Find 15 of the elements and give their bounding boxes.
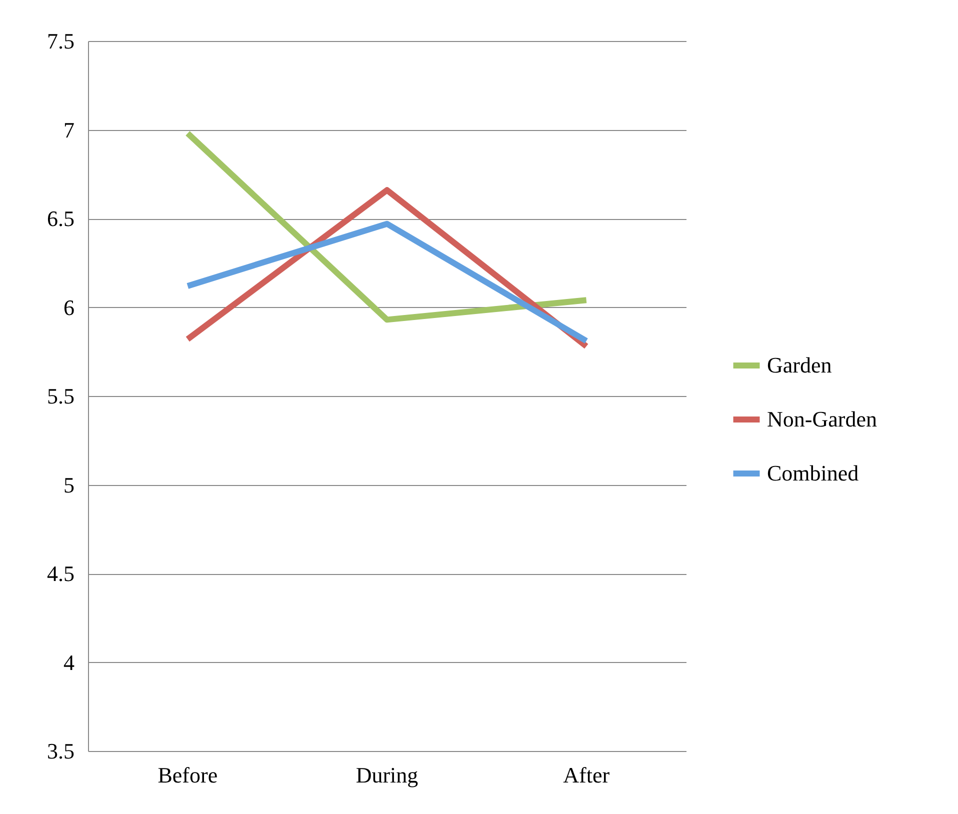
y-tick-label: 7.5: [47, 28, 74, 54]
y-tick-label: 5.5: [47, 384, 74, 408]
y-tick-label: 4: [64, 650, 74, 675]
y-tick-label: 3.5: [47, 738, 74, 764]
y-tick-label: 7: [64, 117, 74, 142]
legend-label: Non-Garden: [767, 406, 877, 432]
y-tick-label: 4.5: [47, 561, 74, 586]
x-tick-label: During: [356, 762, 418, 788]
x-tick-label: After: [563, 762, 610, 788]
legend-label: Combined: [767, 460, 859, 486]
y-tick-label: 6.5: [47, 206, 74, 231]
x-tick-label: Before: [158, 762, 218, 788]
y-tick-label: 6: [64, 294, 74, 320]
y-tick-label: 5: [64, 472, 74, 498]
legend-label: Garden: [767, 352, 832, 378]
